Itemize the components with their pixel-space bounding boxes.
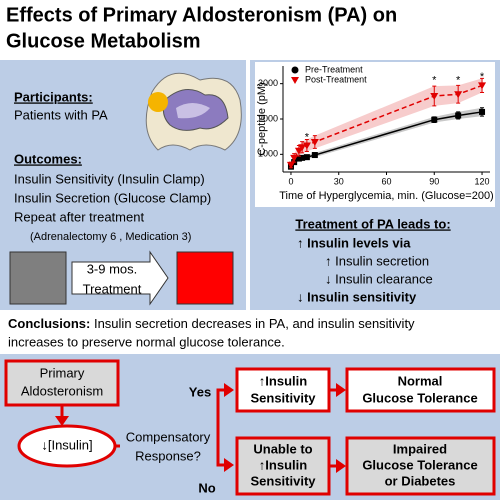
node-text: Primary (40, 365, 85, 380)
y-axis-label: C-peptide (pM) (256, 82, 268, 155)
conclusions-line: increases to preserve normal glucose tol… (8, 334, 285, 349)
node-text: Sensitivity (250, 473, 316, 488)
node-box (345, 367, 496, 413)
participants-text: Patients with PA (14, 107, 108, 122)
node-text: Sensitivity (250, 390, 316, 405)
node-box (235, 436, 331, 496)
findings-heading: Treatment of PA leads to: (295, 216, 450, 231)
significance-mark: * (480, 71, 485, 83)
participants-heading: Participants: (14, 89, 93, 104)
legend-marker (291, 66, 299, 74)
conclusions: Conclusions: Insulin secretion decreases… (8, 316, 415, 331)
finding: ↑ Insulin secretion (325, 253, 429, 268)
finding: ↓ Insulin sensitivity (297, 289, 417, 304)
node-box (4, 359, 120, 407)
outcome-line: Insulin Sensitivity (Insulin Clamp) (14, 171, 205, 186)
finding: ↑ Insulin levels via (297, 235, 411, 250)
point (311, 152, 318, 159)
arrowhead (336, 383, 346, 397)
legend-label: Post-Treatment (305, 74, 367, 84)
kidney-inner (176, 103, 210, 119)
point (302, 142, 311, 150)
arrowhead (224, 383, 234, 472)
x-tick-label: 0 (288, 176, 293, 186)
point (478, 82, 487, 90)
arrowhead (55, 416, 69, 426)
node-text: or Diabetes (385, 473, 456, 488)
outcomes-heading: Outcomes: (14, 151, 82, 166)
outcome-note: (Adrenalectomy 6 , Medication 3) (30, 231, 191, 243)
finding: ↓ Insulin clearance (325, 271, 433, 286)
conclusions-label: Conclusions: (8, 316, 90, 331)
point (299, 154, 306, 161)
legend-marker (291, 77, 299, 84)
treatment-arrow (71, 250, 169, 306)
before-square (9, 251, 67, 305)
node-box (345, 436, 496, 496)
y-tick-label: 2000 (258, 113, 278, 123)
treatment-label: Treatment (83, 281, 142, 296)
point (431, 116, 438, 123)
point (295, 155, 302, 162)
point (303, 154, 310, 161)
node-text: Normal (398, 373, 443, 388)
x-tick-label: 90 (429, 176, 439, 186)
point (455, 112, 462, 119)
x-axis-label: Time of Hyperglycemia, min. (Glucose=200… (279, 190, 493, 202)
node-text: ↑Insulin (259, 373, 307, 388)
question: Compensatory (126, 429, 211, 444)
significance-mark: * (456, 75, 461, 87)
x-tick-label: 120 (475, 176, 490, 186)
y-tick-label: 3000 (258, 78, 278, 88)
arrowhead (336, 459, 346, 473)
point (290, 154, 299, 162)
point (454, 91, 463, 99)
branch-lines (115, 388, 226, 467)
significance-mark: * (432, 75, 437, 87)
outcome-line: Repeat after treatment (14, 209, 144, 224)
outcome-line: Insulin Secretion (Glucose Clamp) (14, 190, 211, 205)
treatment-duration: 3-9 mos. (87, 261, 138, 276)
confidence-band (290, 107, 483, 169)
branch-label: Yes (189, 384, 211, 399)
point (479, 108, 486, 115)
title: Effects of Primary Aldosteronism (PA) on (6, 4, 397, 26)
point (310, 138, 319, 146)
node-text: Unable to (253, 441, 312, 456)
node-text: Glucose Tolerance (362, 457, 477, 472)
point (298, 144, 307, 152)
node-text: Aldosteronism (21, 383, 103, 398)
point (294, 147, 303, 155)
after-square (176, 251, 234, 305)
x-tick-label: 60 (381, 176, 391, 186)
conclusions-line: Insulin secretion decreases in PA, and i… (94, 316, 415, 331)
legend-label: Pre-Treatment (305, 64, 363, 74)
chart: 1000 2000 3000 0 30 60 90 120 Time of Hyperglyce… (256, 64, 494, 202)
node-box (235, 367, 331, 413)
node-text: ↓[Insulin] (41, 437, 92, 452)
significance-mark: * (305, 131, 310, 143)
node-text: Glucose Tolerance (362, 390, 477, 405)
title: Glucose Metabolism (6, 30, 201, 52)
node-text: ↑Insulin (259, 457, 307, 472)
x-tick-label: 30 (334, 176, 344, 186)
branch-label: No (198, 480, 215, 495)
y-tick-label: 1000 (258, 149, 278, 159)
point (286, 161, 295, 169)
point (430, 93, 439, 101)
node-text: Impaired (393, 441, 447, 456)
adrenal-tumor (148, 92, 168, 112)
question: Response? (135, 448, 201, 463)
